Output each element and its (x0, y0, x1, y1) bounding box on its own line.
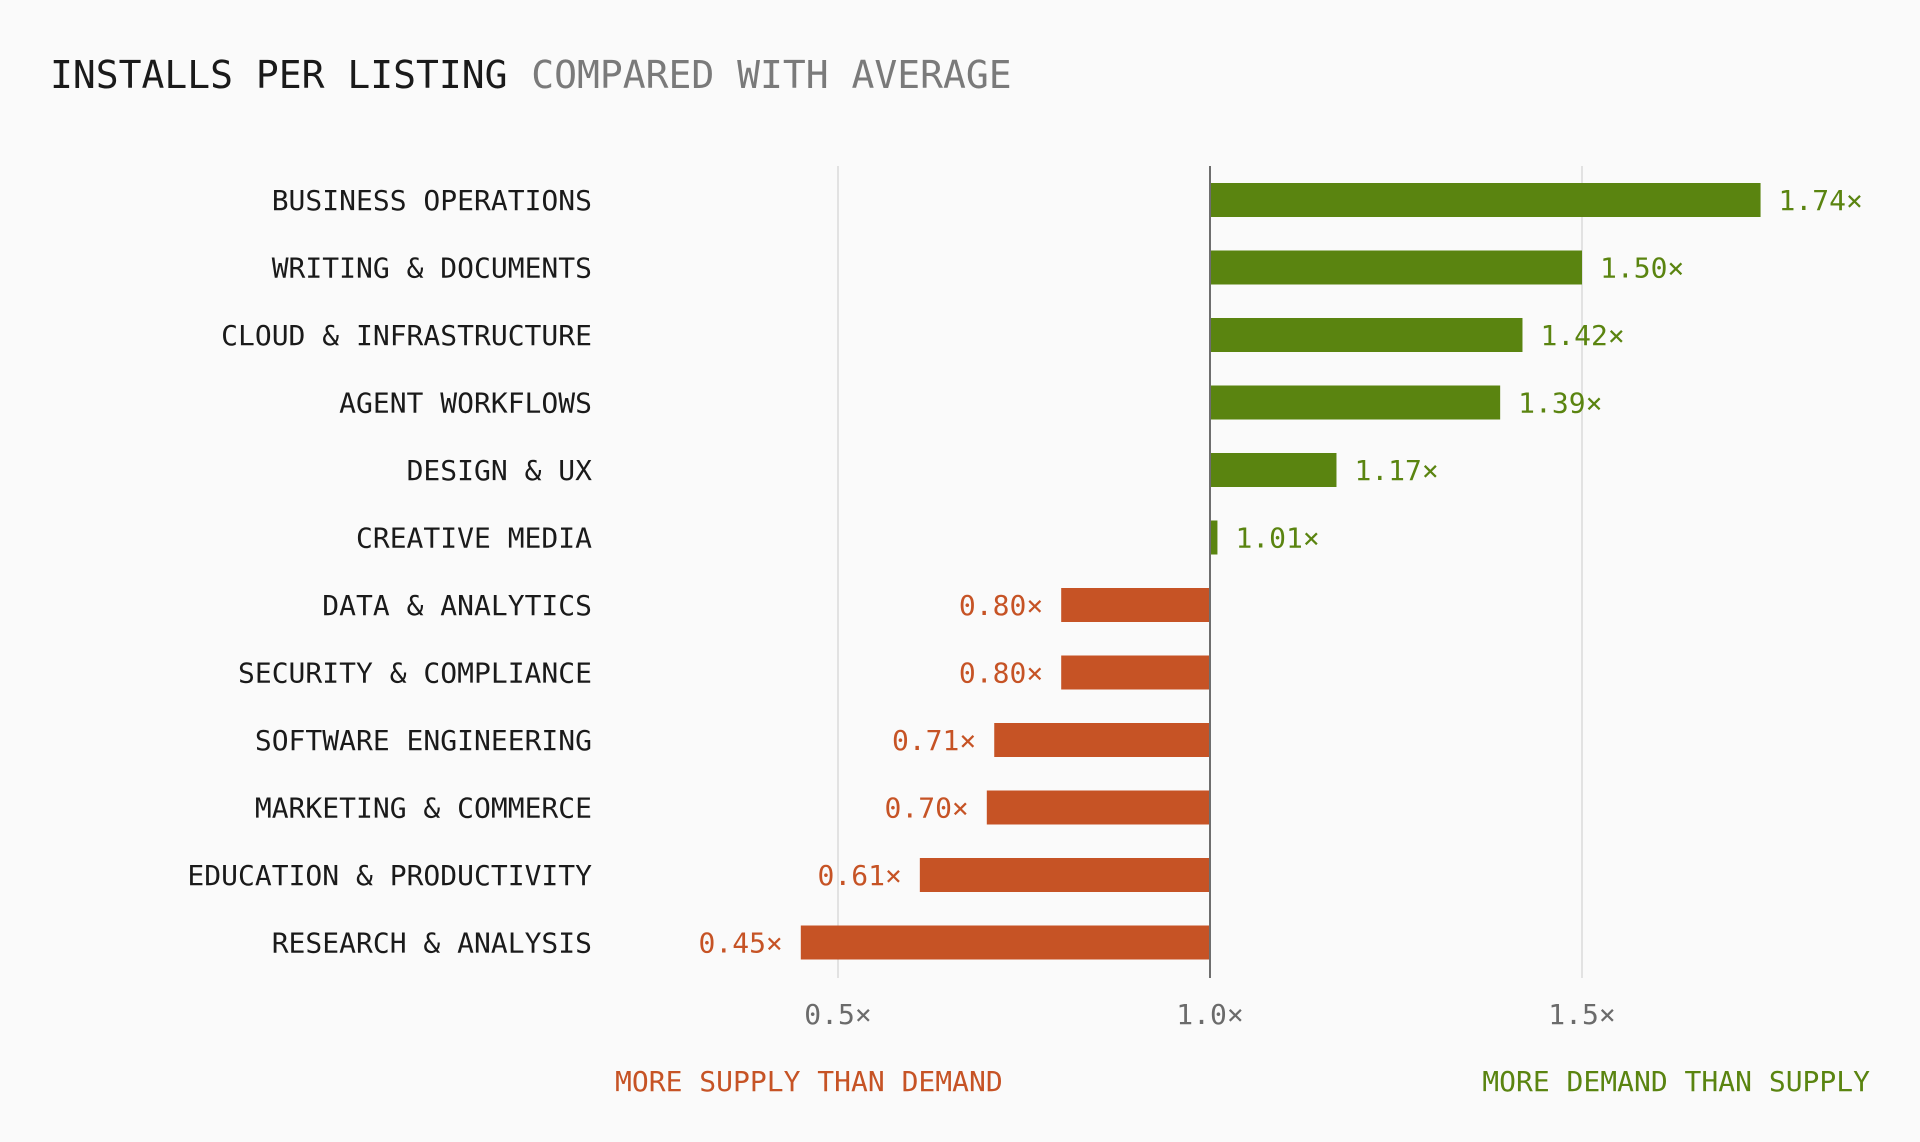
annotation-supply: MORE SUPPLY THAN DEMAND (615, 1065, 1003, 1098)
value-label: 1.17× (1354, 454, 1438, 487)
bar (1210, 318, 1523, 352)
value-label: 1.39× (1518, 387, 1602, 420)
value-labels: 1.74× 1.50× 1.42× 1.39× 1.17× 1.01× 0.80× 0.80×… (699, 184, 1863, 960)
value-label: 1.50× (1600, 252, 1684, 285)
chart-title-group: INSTALLS PER LISTING COMPARED WITH AVERA… (50, 53, 1012, 97)
value-label: 0.80× (959, 589, 1043, 622)
bar (1061, 588, 1210, 622)
category-label: BUSINESS OPERATIONS (272, 184, 592, 217)
category-label: MARKETING & COMMERCE (255, 792, 592, 825)
value-label: 1.74× (1779, 184, 1863, 217)
annotation-demand: MORE DEMAND THAN SUPPLY (1482, 1065, 1870, 1098)
bar (1210, 453, 1337, 487)
bar (1210, 385, 1501, 420)
value-label: 0.71× (892, 724, 976, 757)
bar (919, 858, 1210, 892)
category-label: SECURITY & COMPLIANCE (238, 657, 592, 690)
category-label: DESIGN & UX (407, 454, 593, 487)
x-axis-ticks: 0.5× 1.0× 1.5× (804, 998, 1615, 1031)
chart-subtitle: COMPARED WITH AVERAGE (531, 53, 1011, 97)
bar (994, 723, 1210, 757)
bars (800, 183, 1761, 960)
bar (1210, 250, 1582, 285)
value-label: 1.01× (1235, 522, 1319, 555)
value-label: 1.42× (1540, 319, 1624, 352)
chart-title: INSTALLS PER LISTING (50, 53, 508, 97)
value-label: 0.45× (699, 927, 783, 960)
tick-label: 1.0× (1176, 998, 1243, 1031)
tick-label: 1.5× (1548, 998, 1615, 1031)
category-label: RESEARCH & ANALYSIS (272, 927, 592, 960)
bar (1210, 183, 1761, 217)
value-label: 0.61× (818, 859, 902, 892)
bar (986, 790, 1210, 825)
category-label: AGENT WORKFLOWS (339, 387, 592, 420)
category-label: CLOUD & INFRASTRUCTURE (221, 319, 592, 352)
bar (800, 925, 1210, 960)
category-label: CREATIVE MEDIA (356, 522, 592, 555)
tick-label: 0.5× (804, 998, 871, 1031)
category-label: DATA & ANALYTICS (322, 589, 592, 622)
value-label: 0.70× (885, 792, 969, 825)
category-label: SOFTWARE ENGINEERING (255, 724, 592, 757)
bar (1061, 655, 1210, 690)
category-label: EDUCATION & PRODUCTIVITY (187, 859, 592, 892)
value-label: 0.80× (959, 657, 1043, 690)
gridlines (837, 166, 1583, 978)
category-labels: BUSINESS OPERATIONS WRITING & DOCUMENTS CL… (187, 184, 592, 960)
category-label: WRITING & DOCUMENTS (272, 252, 592, 285)
bar (1210, 520, 1218, 555)
